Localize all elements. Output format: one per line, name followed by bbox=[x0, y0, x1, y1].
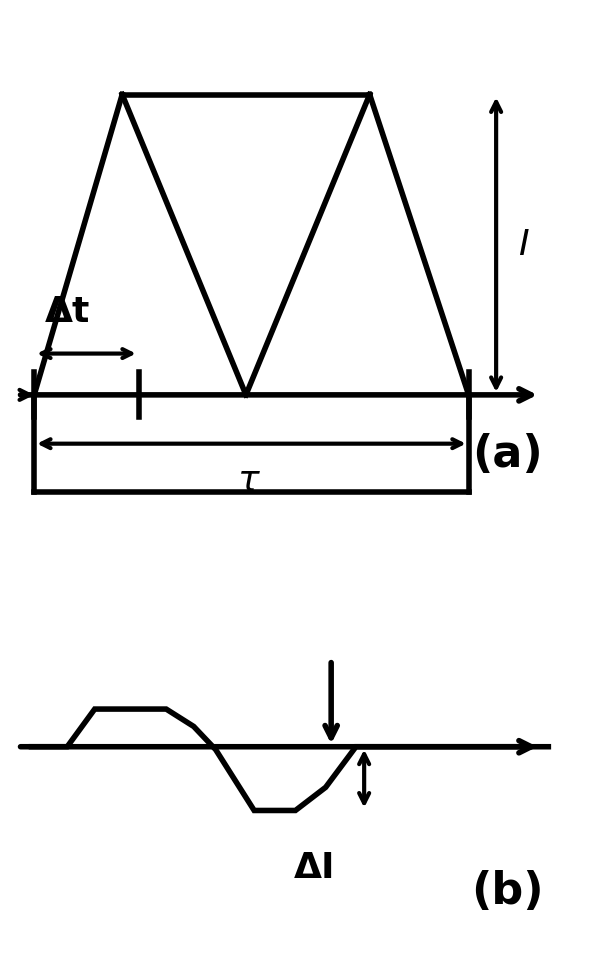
Text: ΔI: ΔI bbox=[294, 852, 335, 886]
Text: (a): (a) bbox=[472, 433, 543, 477]
Text: Δt: Δt bbox=[45, 295, 90, 329]
Text: (b): (b) bbox=[471, 870, 543, 913]
Text: I: I bbox=[518, 227, 529, 262]
Text: τ: τ bbox=[238, 464, 260, 498]
